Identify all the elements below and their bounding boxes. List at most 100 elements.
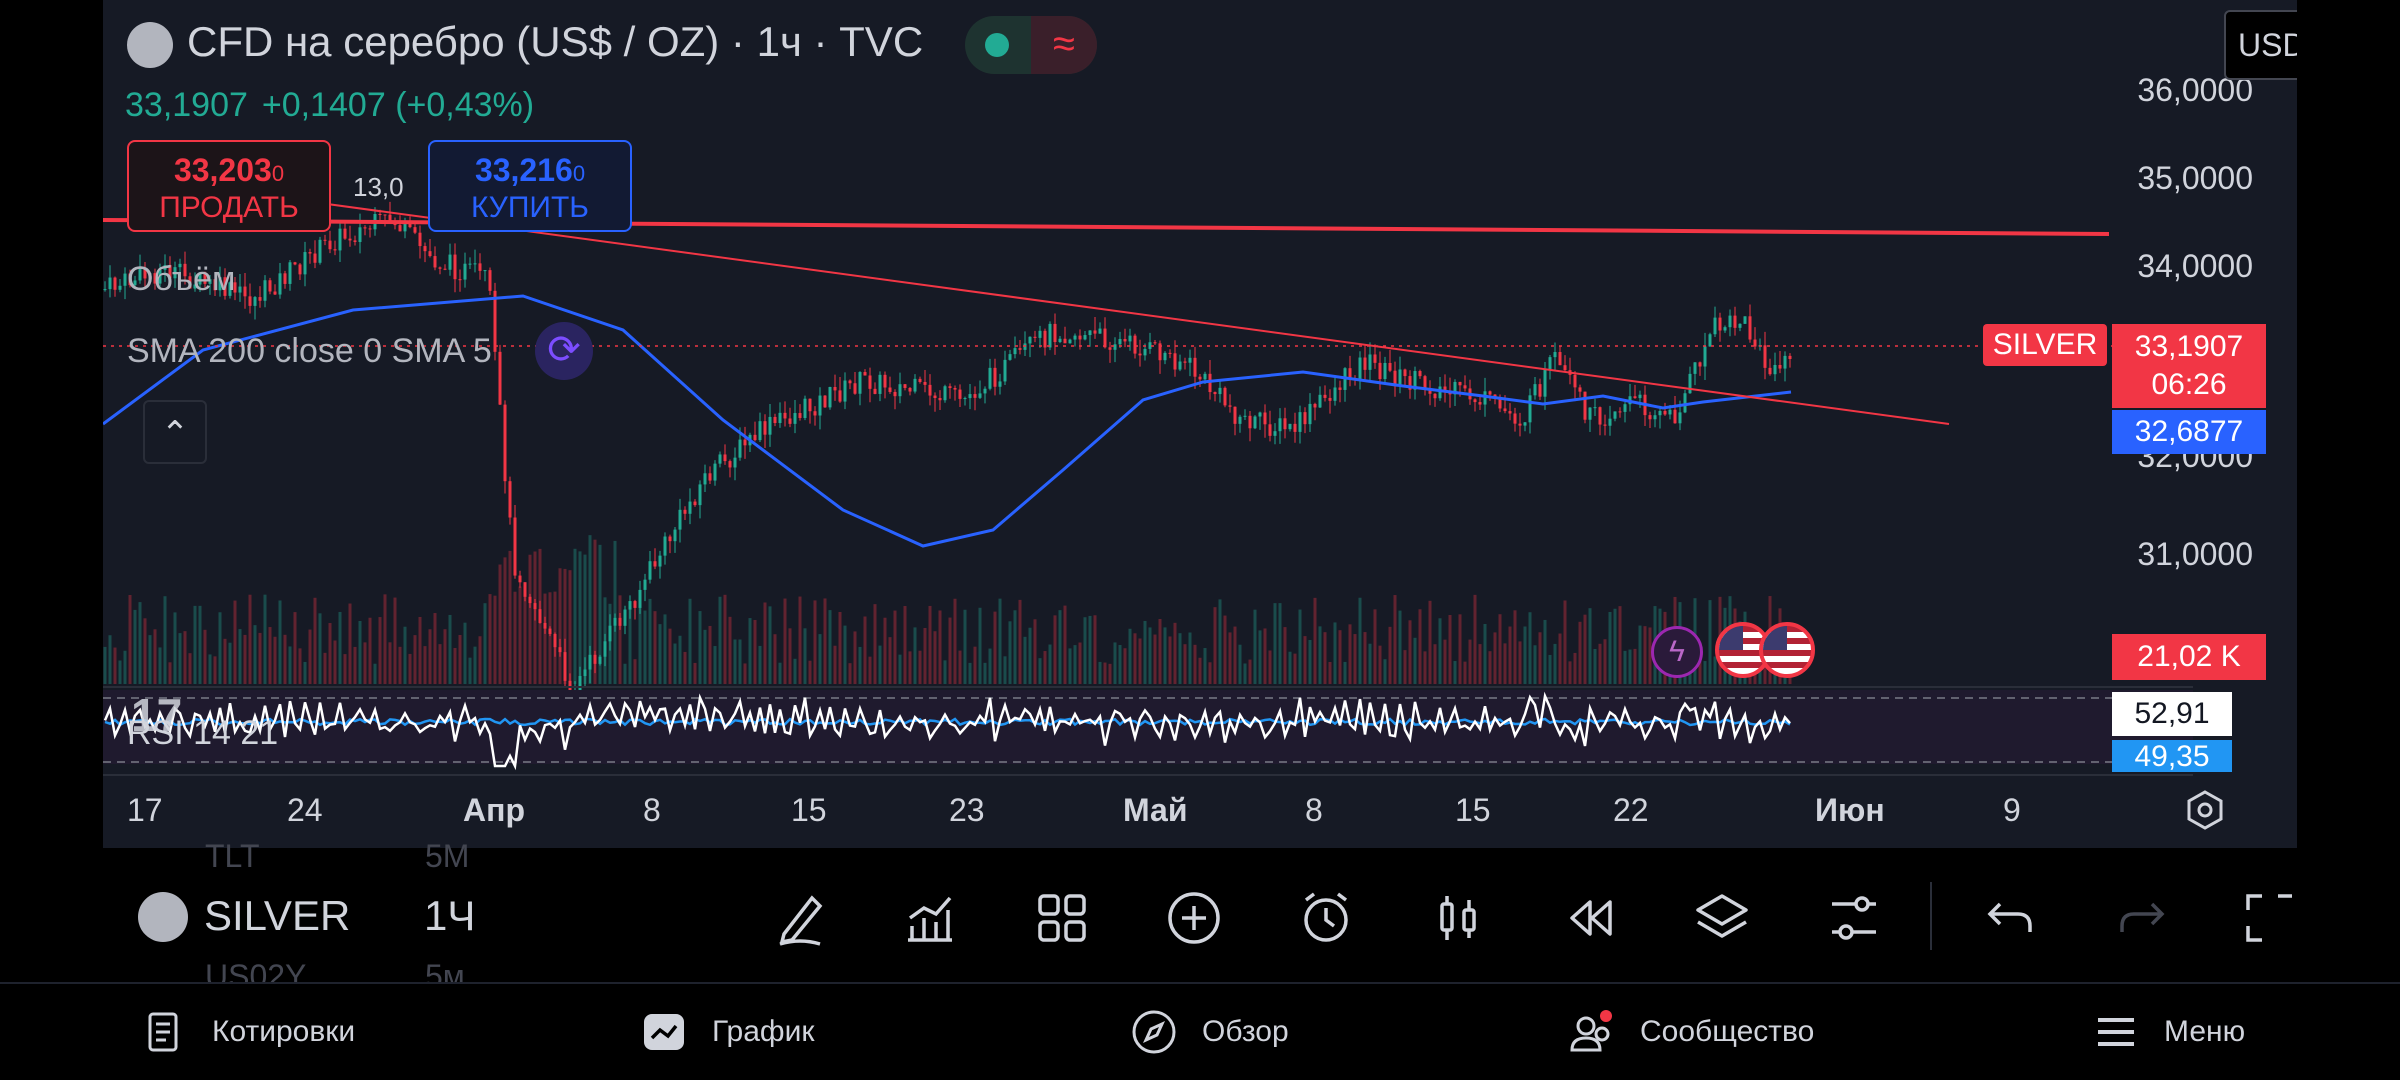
volume-bar	[558, 568, 562, 684]
volume-bar	[1588, 608, 1592, 684]
volume-bar	[883, 617, 887, 684]
settings-sliders-icon[interactable]	[1824, 888, 1884, 948]
candle-body	[1478, 402, 1482, 405]
volume-bar	[1318, 626, 1322, 684]
market-status-pill[interactable]: ≈	[965, 16, 1097, 74]
nav-community[interactable]: Сообщество	[1568, 984, 1814, 1080]
nav-overview[interactable]: Обзор	[1130, 984, 1289, 1080]
volume-bar	[313, 597, 317, 684]
ghost-symbol-above: TLT	[205, 838, 260, 874]
candle-body	[1228, 405, 1232, 407]
volume-bar	[563, 568, 567, 684]
candle-body	[1123, 338, 1127, 342]
volume-bar	[1338, 630, 1342, 684]
fullscreen-icon[interactable]	[2240, 888, 2300, 948]
volume-bar	[843, 625, 847, 684]
candle-body	[1218, 387, 1222, 395]
candlesticks	[103, 201, 1792, 699]
volume-bar	[168, 662, 172, 684]
menu-icon	[2098, 1018, 2134, 1046]
collapse-legend-button[interactable]: ⌃	[143, 400, 207, 464]
volume-bar	[338, 611, 342, 684]
candle-body	[958, 389, 962, 399]
candle-body	[553, 633, 557, 648]
volume-bar	[1003, 656, 1007, 684]
draw-icon[interactable]	[770, 888, 830, 948]
replay-icon[interactable]	[1560, 888, 1620, 948]
candle-body	[398, 225, 402, 232]
pane-divider[interactable]	[103, 686, 2193, 688]
volume-bar	[1158, 618, 1162, 684]
candle-body	[778, 412, 782, 424]
interval-selector[interactable]: 1Ч	[424, 892, 476, 939]
volume-bar	[588, 535, 592, 684]
candle-body	[338, 228, 342, 251]
volume-bar	[1453, 661, 1457, 684]
flash-event-icon[interactable]: ϟ	[1651, 626, 1703, 678]
time-axis-label: 15	[791, 792, 827, 828]
reload-icon[interactable]: ⟳	[535, 322, 593, 380]
indicators-icon[interactable]	[900, 888, 960, 948]
volume-bar	[103, 646, 107, 684]
candle-body	[348, 238, 352, 241]
candle-body	[1233, 406, 1237, 424]
volume-bar	[598, 544, 602, 684]
volume-bar	[1033, 619, 1037, 684]
buy-button[interactable]: 33,2160 КУПИТЬ	[428, 140, 632, 232]
redo-icon[interactable]	[2112, 888, 2172, 948]
candle-body	[463, 263, 467, 280]
alert-icon[interactable]	[1296, 888, 1356, 948]
volume-bar	[668, 628, 672, 684]
undo-icon[interactable]	[1980, 888, 2040, 948]
sell-button[interactable]: 33,2030 ПРОДАТЬ	[127, 140, 331, 232]
candle-body	[1773, 364, 1777, 375]
currency-select[interactable]: USD ⌄	[2224, 10, 2297, 80]
rsi-indicator-label[interactable]: RSI 14 21	[127, 714, 279, 752]
candle-body	[543, 622, 547, 629]
candle-body	[443, 268, 447, 270]
volume-bar	[1488, 651, 1492, 684]
nav-quotes[interactable]: Котировки	[140, 984, 355, 1080]
chart-settings-icon[interactable]	[2183, 788, 2227, 832]
nav-menu[interactable]: Меню	[2092, 984, 2245, 1080]
sma-indicator-label[interactable]: SMA 200 close 0 SMA 5	[127, 332, 492, 370]
nav-chart[interactable]: График	[640, 984, 815, 1080]
add-icon[interactable]	[1164, 888, 1224, 948]
sell-price: 33,203	[173, 152, 272, 188]
volume-bar	[138, 602, 142, 684]
candle-body	[1003, 359, 1007, 382]
chart-panel[interactable]: CFD на серебро (US$ / OZ) · 1ч · TVC ≈ 3…	[103, 0, 2297, 848]
candle-body	[1153, 342, 1157, 344]
volume-bar	[178, 633, 182, 684]
candle-body	[1718, 317, 1722, 331]
volume-bar	[428, 629, 432, 684]
volume-bar	[1173, 622, 1177, 684]
symbol-selector[interactable]: SILVER	[204, 892, 351, 939]
candle-body	[638, 589, 642, 608]
volume-bar	[713, 646, 717, 684]
candle-body	[1028, 336, 1032, 344]
candle-body	[1593, 407, 1597, 409]
volume-bar	[1148, 627, 1152, 684]
price-chart-canvas[interactable]	[103, 0, 2297, 848]
candle-body	[423, 246, 427, 252]
candle-body	[758, 421, 762, 441]
volume-bar	[1043, 651, 1047, 684]
volume-bar	[578, 551, 582, 684]
rsi-value-tag: 52,91	[2112, 692, 2232, 736]
chart-type-icon[interactable]	[1428, 888, 1488, 948]
volume-indicator-label[interactable]: Объём	[127, 260, 236, 298]
nav-overview-label: Обзор	[1202, 1015, 1289, 1048]
layers-icon[interactable]	[1692, 888, 1752, 948]
candle-body	[1528, 395, 1532, 423]
symbol-title[interactable]: CFD на серебро (US$ / OZ) · 1ч · TVC	[187, 18, 924, 65]
us-flag-event-icon[interactable]	[1759, 622, 1815, 678]
candle-body	[508, 481, 512, 518]
volume-bar	[653, 611, 657, 684]
volume-bar	[1023, 636, 1027, 684]
candle-body	[898, 384, 902, 397]
volume-bar	[1463, 661, 1467, 684]
symbol-name-tag: SILVER	[1983, 324, 2107, 366]
candle-body	[1193, 357, 1197, 377]
layouts-icon[interactable]	[1032, 888, 1092, 948]
